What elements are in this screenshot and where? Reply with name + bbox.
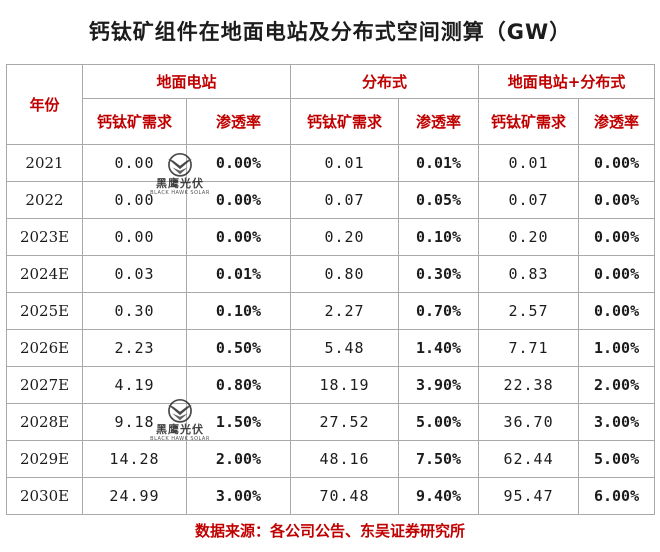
- year-cell: 2028E: [6, 403, 83, 441]
- hawk-emblem-icon: [168, 398, 192, 423]
- ground-station-header: 地面电站: [81, 64, 292, 99]
- combined-demand-cell: 7.71: [478, 329, 580, 367]
- ground-demand-cell: 2.23: [82, 329, 187, 367]
- distributed-demand-cell: 0.07: [290, 181, 400, 219]
- combined-penetration-cell: 0.00%: [578, 144, 656, 182]
- combined-penetration-header: 渗透率: [578, 98, 656, 145]
- distributed-demand-cell: 0.80: [290, 255, 400, 293]
- table-row: 2021 0.00 0.00% 0.01 0.01% 0.01 0.00%: [6, 144, 656, 182]
- table-row: 2030E 24.99 3.00% 70.48 9.40% 95.47 6.00%: [6, 477, 656, 515]
- ground-penetration-cell: 0.10%: [185, 292, 292, 330]
- ground-penetration-cell: 0.50%: [185, 329, 292, 367]
- year-cell: 2026E: [6, 329, 83, 367]
- distributed-penetration-cell: 0.01%: [398, 144, 480, 182]
- distributed-demand-cell: 5.48: [290, 329, 400, 367]
- watermark: 黑鹰光伏 BLACK HAWK SOLAR: [150, 396, 210, 443]
- watermark-en-text: BLACK HAWK SOLAR: [150, 436, 210, 442]
- year-cell: 2022: [6, 181, 83, 219]
- year-cell: 2025E: [6, 292, 83, 330]
- combined-demand-cell: 2.57: [478, 292, 580, 330]
- watermark-cn-text: 黑鹰光伏: [156, 177, 204, 190]
- table-row: 2024E 0.03 0.01% 0.80 0.30% 0.83 0.00%: [6, 255, 656, 293]
- ground-demand-cell: 0.00: [82, 218, 187, 256]
- distributed-penetration-cell: 0.10%: [398, 218, 480, 256]
- distributed-penetration-cell: 0.05%: [398, 181, 480, 219]
- combined-demand-cell: 0.01: [478, 144, 580, 182]
- ground-penetration-cell: 0.01%: [185, 255, 292, 293]
- table-row: 2025E 0.30 0.10% 2.27 0.70% 2.57 0.00%: [6, 292, 656, 330]
- distributed-demand-header: 钙钛矿需求: [290, 98, 400, 145]
- distributed-penetration-cell: 1.40%: [398, 329, 480, 367]
- combined-penetration-cell: 0.00%: [578, 218, 656, 256]
- combined-demand-cell: 36.70: [478, 403, 580, 441]
- combined-demand-cell: 0.20: [478, 218, 580, 256]
- year-cell: 2029E: [6, 440, 83, 478]
- ground-penetration-cell: 0.00%: [185, 144, 292, 182]
- year-header: 年份: [6, 64, 83, 145]
- distributed-header: 分布式: [290, 64, 480, 99]
- distributed-penetration-cell: 5.00%: [398, 403, 480, 441]
- combined-penetration-cell: 3.00%: [578, 403, 656, 441]
- year-cell: 2030E: [6, 477, 83, 515]
- year-cell: 2027E: [6, 366, 83, 404]
- combined-demand-header: 钙钛矿需求: [478, 98, 580, 145]
- distributed-penetration-cell: 3.90%: [398, 366, 480, 404]
- year-cell: 2023E: [6, 218, 83, 256]
- ground-penetration-cell: 0.00%: [185, 181, 292, 219]
- watermark-cn-text: 黑鹰光伏: [156, 423, 204, 436]
- source-note: 数据来源：各公司公告、东吴证券研究所: [194, 521, 465, 540]
- combined-penetration-cell: 6.00%: [578, 477, 656, 515]
- ground-demand-cell: 24.99: [82, 477, 187, 515]
- combined-demand-cell: 0.07: [478, 181, 580, 219]
- combined-header: 地面电站+分布式: [478, 64, 656, 99]
- watermark-en-text: BLACK HAWK SOLAR: [150, 190, 210, 196]
- combined-penetration-cell: 2.00%: [578, 366, 656, 404]
- hawk-emblem-icon: [168, 152, 192, 177]
- distributed-demand-cell: 48.16: [290, 440, 400, 478]
- distributed-demand-cell: 70.48: [290, 477, 400, 515]
- ground-penetration-header: 渗透率: [185, 98, 292, 145]
- ground-penetration-cell: 0.00%: [185, 218, 292, 256]
- combined-penetration-cell: 0.00%: [578, 181, 656, 219]
- ground-penetration-cell: 3.00%: [185, 477, 292, 515]
- distributed-penetration-cell: 7.50%: [398, 440, 480, 478]
- distributed-penetration-header: 渗透率: [398, 98, 480, 145]
- distributed-demand-cell: 0.01: [290, 144, 400, 182]
- combined-penetration-cell: 0.00%: [578, 292, 656, 330]
- table-title: 钙钛矿组件在地面电站及分布式空间测算（GW）: [88, 20, 572, 44]
- combined-demand-cell: 62.44: [478, 440, 580, 478]
- distributed-penetration-cell: 9.40%: [398, 477, 480, 515]
- combined-penetration-cell: 5.00%: [578, 440, 656, 478]
- forecast-table: 年份 地面电站 分布式 地面电站+分布式 钙钛矿需求 渗透率 钙钛矿需求 渗透率…: [6, 64, 656, 515]
- distributed-penetration-cell: 0.70%: [398, 292, 480, 330]
- table-row: 2022 0.00 0.00% 0.07 0.05% 0.07 0.00%: [6, 181, 656, 219]
- distributed-demand-cell: 27.52: [290, 403, 400, 441]
- distributed-demand-cell: 0.20: [290, 218, 400, 256]
- ground-penetration-cell: 0.80%: [185, 366, 292, 404]
- combined-penetration-cell: 1.00%: [578, 329, 656, 367]
- ground-penetration-cell: 2.00%: [185, 440, 292, 478]
- ground-demand-cell: 0.30: [82, 292, 187, 330]
- distributed-demand-cell: 2.27: [290, 292, 400, 330]
- table-row: 2029E 14.28 2.00% 48.16 7.50% 62.44 5.00%: [6, 440, 656, 478]
- year-cell: 2024E: [6, 255, 83, 293]
- table-row: 2027E 4.19 0.80% 18.19 3.90% 22.38 2.00%: [6, 366, 656, 404]
- year-cell: 2021: [6, 144, 83, 182]
- ground-demand-header: 钙钛矿需求: [82, 98, 187, 145]
- watermark: 黑鹰光伏 BLACK HAWK SOLAR: [150, 150, 210, 197]
- table-row: 2028E 9.18 1.50% 27.52 5.00% 36.70 3.00%: [6, 403, 656, 441]
- distributed-demand-cell: 18.19: [290, 366, 400, 404]
- combined-demand-cell: 22.38: [478, 366, 580, 404]
- combined-penetration-cell: 0.00%: [578, 255, 656, 293]
- ground-demand-cell: 14.28: [82, 440, 187, 478]
- combined-demand-cell: 95.47: [478, 477, 580, 515]
- ground-penetration-cell: 1.50%: [185, 403, 292, 441]
- distributed-penetration-cell: 0.30%: [398, 255, 480, 293]
- combined-demand-cell: 0.83: [478, 255, 580, 293]
- ground-demand-cell: 0.03: [82, 255, 187, 293]
- table-row: 2023E 0.00 0.00% 0.20 0.10% 0.20 0.00%: [6, 218, 656, 256]
- table-row: 2026E 2.23 0.50% 5.48 1.40% 7.71 1.00%: [6, 329, 656, 367]
